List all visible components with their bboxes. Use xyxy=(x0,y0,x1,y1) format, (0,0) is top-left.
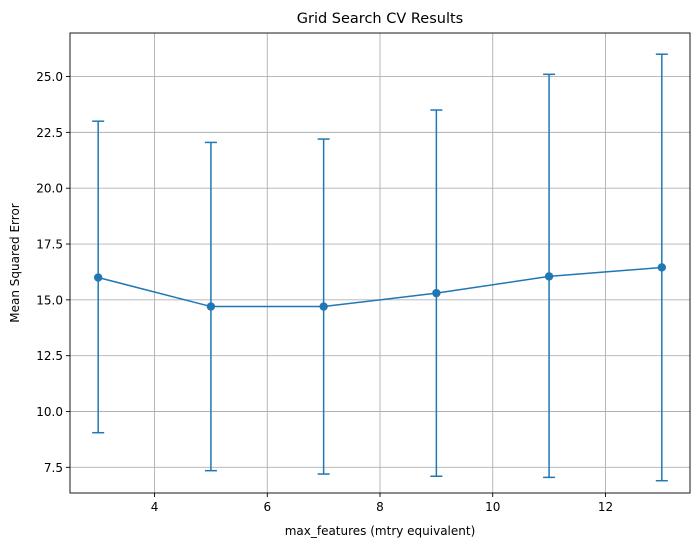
y-tick-label: 10.0 xyxy=(36,405,63,419)
y-axis-label: Mean Squared Error xyxy=(8,203,22,323)
data-point xyxy=(93,273,103,282)
data-point xyxy=(432,288,441,298)
x-tick-label: 4 xyxy=(151,500,159,514)
x-tick-label: 8 xyxy=(376,500,384,514)
y-tick-label: 12.5 xyxy=(36,349,63,363)
y-tick-label: 15.0 xyxy=(36,293,63,307)
axis-ticks: 4 6 8 10 12 7.5 10.0 12.5 15.0 17.5 20.0 22.5 25.0 xyxy=(36,70,613,514)
series-line xyxy=(92,53,668,482)
x-tick-label: 6 xyxy=(263,500,271,514)
y-tick-label: 17.5 xyxy=(36,238,63,252)
data-point xyxy=(206,302,216,311)
grid xyxy=(70,33,690,493)
y-tick-label: 20.0 xyxy=(36,182,63,196)
data-point xyxy=(657,263,667,272)
x-tick-label: 12 xyxy=(598,500,613,514)
y-tick-label: 7.5 xyxy=(44,461,63,475)
data-point xyxy=(544,272,554,281)
series-line-path xyxy=(97,266,662,308)
chart-title: Grid Search CV Results xyxy=(297,11,463,27)
data-point xyxy=(319,302,328,311)
x-tick-label: 10 xyxy=(485,500,500,514)
y-tick-label: 25.0 xyxy=(36,70,63,84)
x-axis-label: max_features (mtry equivalent) xyxy=(285,524,476,538)
y-tick-label: 22.5 xyxy=(36,126,63,140)
